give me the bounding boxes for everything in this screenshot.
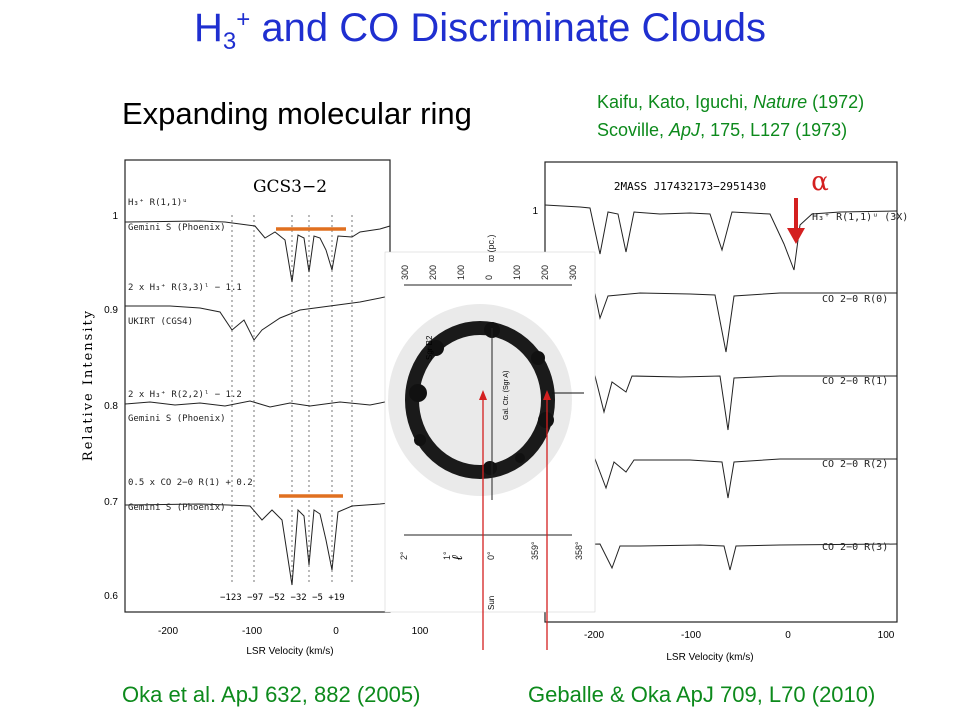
right-panel-frame (544, 161, 898, 623)
svg-text:359°: 359° (530, 541, 540, 560)
bottom-ticks: 2° 1° 0° 359° 358° (399, 541, 584, 560)
footer-right-citation: Geballe & Oka ApJ 709, L70 (2010) (528, 682, 876, 707)
svg-text:300: 300 (400, 265, 410, 280)
left-xlabel: LSR Velocity (km/s) (246, 646, 333, 657)
left-ylabel: Relative Intensity (81, 309, 96, 461)
svg-text:0: 0 (484, 275, 494, 280)
svg-text:0°: 0° (486, 551, 496, 560)
trace-label: Gemini S (Phoenix) (128, 503, 226, 513)
velocity-guide-lines (231, 215, 353, 585)
right-xlabel: LSR Velocity (km/s) (666, 652, 753, 663)
slide-title: H3+ and CO Discriminate Clouds (193, 6, 766, 55)
sightline-right-head (543, 390, 551, 400)
right-trace-labels: H₃⁺ R(1,1)ᵘ (3X) CO 2−0 R(0) CO 2−0 R(1)… (812, 212, 908, 553)
top-axis-label: ϖ (pc.) (486, 234, 496, 262)
svg-text:100: 100 (456, 265, 466, 280)
svg-text:200: 200 (540, 265, 550, 280)
left-ytick: 0.6 (104, 591, 118, 602)
reference-kaifu: Kaifu, Kato, Iguchi, Nature (1972) (597, 92, 865, 112)
label-sun: Sun (487, 596, 496, 610)
svg-text:2°: 2° (399, 551, 409, 560)
trace-label: Gemini S (Phoenix) (128, 414, 226, 424)
left-trace-labels: H₃⁺ R(1,1)ᵘ Gemini S (Phoenix) 2 x H₃⁺ R… (128, 198, 253, 513)
ring-clumps (409, 322, 554, 475)
trace-label: CO 2−0 R(3) (822, 542, 888, 553)
svg-text:358°: 358° (574, 541, 584, 560)
right-xtick: 100 (878, 630, 895, 641)
alpha-label: α (811, 167, 829, 197)
trace-label: H₃⁺ R(1,1)ᵘ (3X) (812, 212, 908, 223)
trace-label: 0.5 x CO 2−0 R(1) + 0.2 (128, 478, 253, 488)
trace-label: CO 2−0 R(0) (822, 294, 888, 305)
trace-label: UKIRT (CGS4) (128, 317, 193, 327)
svg-text:300: 300 (568, 265, 578, 280)
right-xtick: -200 (584, 630, 604, 641)
trace-label: CO 2−0 R(1) (822, 376, 888, 387)
top-ticks: 300 200 100 0 100 200 300 (400, 265, 578, 280)
footer-left-citation: Oka et al. ApJ 632, 882 (2005) (122, 682, 421, 707)
svg-text:1°: 1° (442, 551, 452, 560)
left-ytick: 0.8 (104, 401, 118, 412)
label-galctr: Gal. Ctr. (Sgr A) (503, 371, 510, 420)
red-arrow-head (787, 228, 805, 244)
left-panel-heading: GCS3−2 (253, 177, 327, 197)
left-spectra (124, 220, 391, 586)
trace-label: Gemini S (Phoenix) (128, 223, 226, 233)
label-ell: ℓ (449, 555, 465, 561)
svg-text:100: 100 (512, 265, 522, 280)
left-xtick: 0 (333, 626, 339, 637)
right-panel-heading: 2MASS J17432173−2951430 (614, 180, 766, 193)
slide-subtitle: Expanding molecular ring (122, 96, 472, 131)
references: Kaifu, Kato, Iguchi, Nature (1972) Scovi… (597, 88, 864, 144)
left-xtick: 100 (412, 626, 429, 637)
svg-text:200: 200 (428, 265, 438, 280)
left-spectrum-panel: GCS3−2 Relative Intensity 1 0.9 0.8 0.7 … (81, 159, 429, 657)
trace-label: 2 x H₃⁺ R(2,2)ˡ − 1.2 (128, 390, 242, 400)
sightline-left-head (479, 390, 487, 400)
trace-label: 2 x H₃⁺ R(3,3)ˡ − 1.1 (128, 283, 242, 293)
left-xtick: -200 (158, 626, 178, 637)
trace-label: CO 2−0 R(2) (822, 459, 888, 470)
velocity-marks: −123 −97 −52 −32 −5 +19 (220, 593, 345, 603)
reference-scoville: Scoville, ApJ, 175, L127 (1973) (597, 120, 848, 140)
ring-map-panel: 300 200 100 0 100 200 300 ϖ (pc.) Sgr B2… (384, 234, 596, 650)
right-spectrum-panel: 2MASS J17432173−2951430 1 -200 -100 0 10… (532, 161, 908, 663)
label-sgrb2: Sgr B2 (425, 335, 434, 360)
left-ytick: 1 (112, 211, 118, 222)
right-xtick: 0 (785, 630, 791, 641)
left-ytick: 0.9 (104, 305, 118, 316)
left-ytick: 0.7 (104, 497, 118, 508)
left-panel-frame (124, 159, 391, 613)
right-ytick: 1 (532, 206, 538, 217)
trace-label: H₃⁺ R(1,1)ᵘ (128, 198, 188, 208)
left-xtick: -100 (242, 626, 262, 637)
right-xtick: -100 (681, 630, 701, 641)
